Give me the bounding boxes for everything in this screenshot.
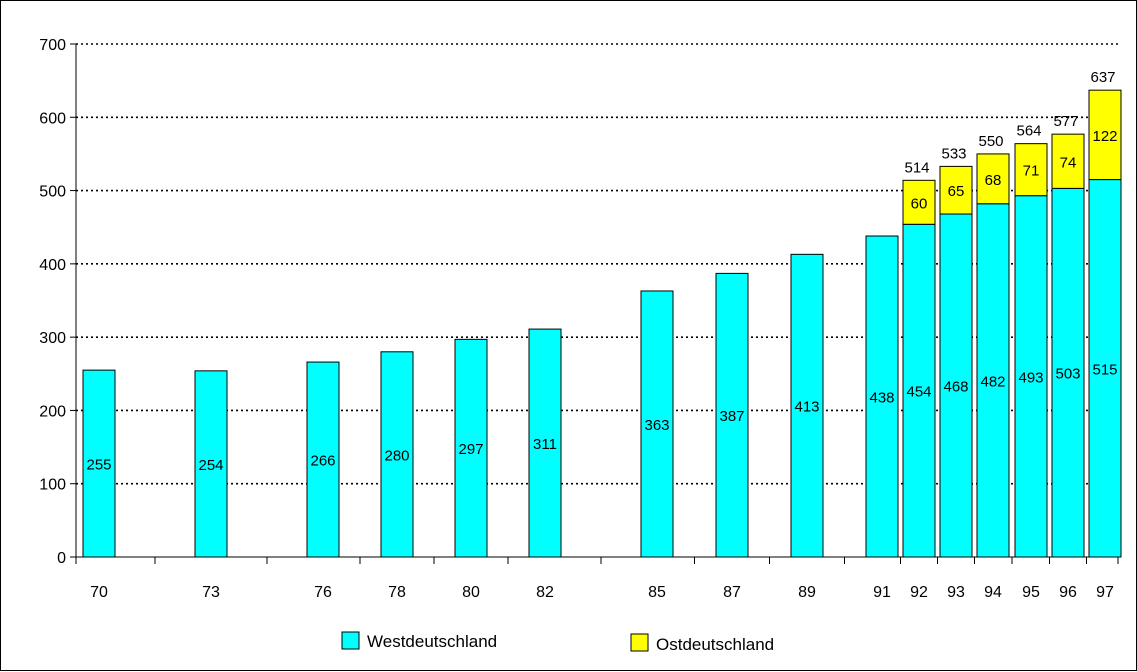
x-tick-label-70: 70: [90, 584, 108, 601]
y-tick-label-600: 600: [39, 110, 66, 127]
bar-west-76: [306, 361, 340, 558]
bars: [82, 89, 1122, 558]
legend-swatch-westdeutschland: [341, 631, 360, 650]
bar-west-89: [790, 253, 824, 558]
bar-west-87: [715, 272, 749, 558]
bar-west-78: [380, 351, 414, 558]
label-east-93: 65: [948, 183, 965, 200]
x-tick-label-78: 78: [388, 584, 406, 601]
x-tick-label-76: 76: [314, 584, 332, 601]
x-tick-label-87: 87: [723, 584, 741, 601]
bar-east-96: [1051, 133, 1085, 189]
y-tick-label-500: 500: [39, 184, 66, 201]
label-west-85: 363: [644, 417, 669, 434]
x-tick-label-85: 85: [648, 584, 666, 601]
label-west-97: 515: [1092, 361, 1117, 378]
label-west-96: 503: [1055, 366, 1080, 383]
data-labels: 255 254 266 280 297 311 363 387 413 438 454 60 514 46…: [86, 69, 1117, 474]
label-total-95: 564: [1016, 123, 1041, 140]
label-west-78: 280: [384, 447, 409, 464]
label-east-94: 68: [985, 172, 1002, 189]
bar-west-82: [528, 328, 562, 558]
y-tick-label-100: 100: [39, 477, 66, 494]
label-east-97: 122: [1092, 128, 1117, 145]
label-east-95: 71: [1023, 163, 1040, 180]
y-tick-label-400: 400: [39, 257, 66, 274]
label-total-94: 550: [978, 133, 1003, 150]
label-west-93: 468: [943, 379, 968, 396]
bar-west-73: [194, 370, 228, 558]
x-tick-label-92: 92: [910, 584, 928, 601]
bar-east-93: [939, 165, 973, 215]
bar-west-85: [640, 290, 674, 558]
label-total-93: 533: [941, 145, 966, 162]
bar-east-95: [1014, 143, 1048, 197]
x-tick-label-80: 80: [462, 584, 480, 601]
bar-west-95: [1014, 195, 1048, 558]
label-west-94: 482: [980, 373, 1005, 390]
x-tick-label-91: 91: [873, 584, 891, 601]
bar-west-94: [976, 203, 1010, 558]
bar-west-92: [902, 223, 936, 558]
axes: 0 100 200 300 400 500 600 700 70 73 76 78 80 82 85 87 89…: [39, 37, 1119, 601]
x-tick-label-94: 94: [984, 584, 1002, 601]
label-west-76: 266: [310, 453, 335, 470]
label-west-73: 254: [198, 457, 223, 474]
y-tick-label-200: 200: [39, 403, 66, 420]
y-tick-label-300: 300: [39, 330, 66, 347]
bar-west-97: [1088, 179, 1122, 558]
bar-west-93: [939, 213, 973, 558]
legend-label-westdeutschland: Westdeutschland: [367, 632, 497, 651]
label-east-96: 74: [1060, 154, 1077, 171]
x-tick-label-73: 73: [202, 584, 220, 601]
label-total-92: 514: [904, 159, 929, 176]
label-west-70: 255: [86, 457, 111, 474]
label-west-92: 454: [906, 384, 931, 401]
label-west-95: 493: [1018, 369, 1043, 386]
label-west-87: 387: [719, 408, 744, 425]
x-tick-label-95: 95: [1022, 584, 1040, 601]
x-tick-label-82: 82: [536, 584, 554, 601]
label-west-91: 438: [869, 390, 894, 407]
label-west-82: 311: [533, 436, 557, 453]
legend-label-ostdeutschland: Ostdeutschland: [656, 635, 774, 654]
label-east-92: 60: [911, 195, 928, 212]
label-total-96: 577: [1053, 113, 1078, 130]
bar-west-91: [865, 235, 899, 558]
x-tick-label-96: 96: [1059, 584, 1077, 601]
bar-west-80: [454, 338, 488, 558]
gridlines: [76, 43, 1118, 485]
legend: Westdeutschland Ostdeutschland: [341, 631, 774, 654]
y-tick-label-700: 700: [39, 37, 66, 54]
bar-west-70: [82, 369, 116, 558]
label-total-97: 637: [1090, 69, 1115, 86]
x-tick-label-89: 89: [798, 584, 816, 601]
bar-east-94: [976, 153, 1010, 205]
x-tick-label-93: 93: [947, 584, 965, 601]
bar-east-97: [1088, 89, 1122, 181]
y-tick-label-0: 0: [57, 550, 66, 567]
x-tick-label-97: 97: [1096, 584, 1114, 601]
label-west-89: 413: [794, 399, 819, 416]
legend-swatch-ostdeutschland: [630, 633, 649, 652]
bar-east-92: [902, 179, 936, 225]
label-west-80: 297: [458, 441, 483, 458]
